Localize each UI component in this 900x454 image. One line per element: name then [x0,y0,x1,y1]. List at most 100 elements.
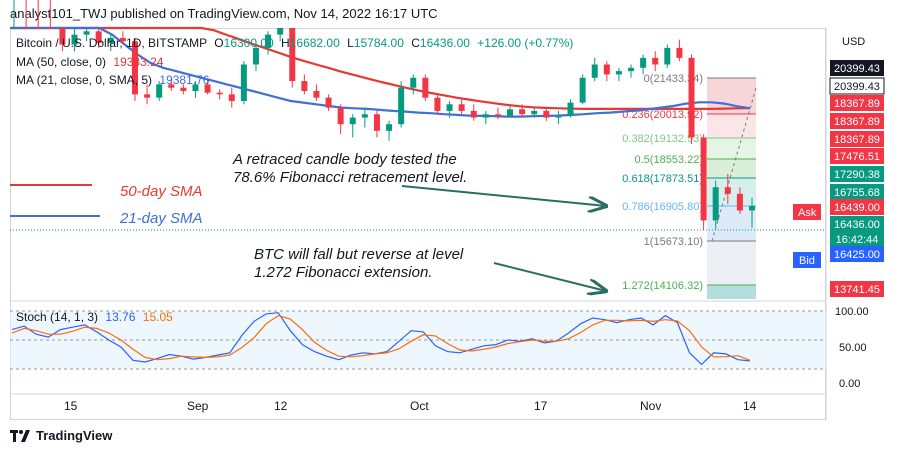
fib-level-label: 0.618(17873.51) [622,173,703,185]
fib-level-label: 0.382(19132.93) [622,133,703,145]
stoch-axis-0: 0.00 [839,378,860,390]
candle-body [531,110,538,115]
ma50-legend[interactable]: MA (50, close, 0) 19383.24 [16,55,163,69]
candle-body [107,37,114,43]
stoch-d-value: 15.05 [142,310,173,324]
candle-body [240,64,247,101]
candle-body [482,114,489,118]
price-tag [830,199,884,215]
candle-body [664,47,671,65]
arrow-to-1272 [493,262,606,291]
price-tag [829,77,885,95]
ma21-label: MA (21, close, 0, SMA, 5) [16,73,153,87]
candle-body [494,114,501,116]
candles-group [11,0,755,231]
arrow-to-786 [401,185,606,206]
candle-body [192,84,199,92]
candle-body [144,94,151,98]
fib-level-label: 1.272(14106.32) [622,280,703,292]
tradingview-logo-icon [10,429,30,442]
candle-body [337,107,344,125]
candle-body [349,117,356,125]
price-tag-label: 18367.89 [834,98,880,110]
candle-body [736,193,743,211]
note1-line2: 78.6% Fibonacci retracement level. [233,169,467,186]
candle-body [628,67,635,72]
stoch-label: Stoch (14, 1, 3) [16,310,99,324]
xaxis-label-0: 15 [64,399,78,413]
sma50-annotation: 50-day SMA [120,183,203,200]
fib-level-label: 0.5(18553.22) [635,154,704,166]
symbol-name: Bitcoin / U.S. Dollar, 1D, BITSTAMP [16,36,207,50]
price-tag-label: 16755.68 [834,187,880,199]
candle-body [398,87,405,125]
candle-body [652,57,659,65]
ma21-legend[interactable]: MA (21, close, 0, SMA, 5) 19381.76 [16,73,209,87]
fib-trend-line [711,87,757,242]
xaxis-label-6: 14 [743,399,757,413]
note2-line2: 1.272 Fibonacci extension. [254,264,432,281]
ma21-value: 19381.76 [159,73,210,87]
open-label: O [214,36,224,50]
candle-body [156,84,163,98]
open-value: 16300.00 [223,36,274,50]
publish-header: analyst101_TWJ published on TradingView.… [10,6,438,21]
candle-body [204,84,211,93]
price-tag [830,246,884,262]
stoch-k-value: 13.76 [105,310,136,324]
price-tag [830,216,884,232]
candle-body [289,28,296,82]
price-tag [830,148,884,164]
price-tag-label: 20399.43 [834,63,880,75]
symbol-legend[interactable]: Bitcoin / U.S. Dollar, 1D, BITSTAMP O163… [16,36,573,50]
candle-body [458,104,465,111]
candle-body [59,28,66,45]
candle-body [313,91,320,98]
candle-body [216,92,223,95]
candle-body [591,64,598,78]
candle-body [567,102,574,116]
candle-body [168,84,175,88]
candle-body [131,41,138,95]
price-tag [830,60,884,76]
bid-tag [793,252,821,268]
candle-body [71,34,78,45]
candle-body [11,28,17,29]
bid-label: Bid [799,255,815,267]
xaxis-label-3: Oct [410,399,429,413]
xaxis-label-5: Nov [640,399,661,413]
candle-body [615,71,622,75]
sma21-annotation: 21-day SMA [119,210,203,227]
fib-level-label: 0(21433.34) [644,73,703,85]
price-axis[interactable]: 20399.43 20399.43 18367.89 18367.89 18367.89… [829,60,885,297]
xaxis-label-4: 17 [534,399,548,413]
candle-body [373,114,380,131]
candle-body [361,114,368,118]
tradingview-brand[interactable]: TradingView [10,428,112,443]
candle-body [749,205,755,211]
candle-body [700,137,707,221]
note1-line1: A retraced candle body tested the [232,151,457,168]
candle-body [301,81,308,92]
price-tag-label: 16425.00 [834,249,880,261]
candle-body [47,28,54,29]
candle-body [252,47,259,65]
fib-zone [707,241,756,285]
ask-label: Ask [798,207,817,219]
ask-tag [793,204,821,220]
candle-body [180,87,187,92]
candle-body [410,77,417,88]
candle-body [83,31,90,35]
candle-body [35,28,42,29]
candle-body [422,77,429,98]
stoch-legend[interactable]: Stoch (14, 1, 3) 13.76 15.05 [16,310,173,324]
candle-body [543,110,550,118]
candle-body [386,124,393,131]
candle-body [519,109,526,115]
candle-body [470,110,477,118]
ma50-label: MA (50, close, 0) [16,55,107,69]
price-tag-label: 16439.00 [834,202,880,214]
candle-body [325,97,332,108]
price-tag [830,281,884,297]
